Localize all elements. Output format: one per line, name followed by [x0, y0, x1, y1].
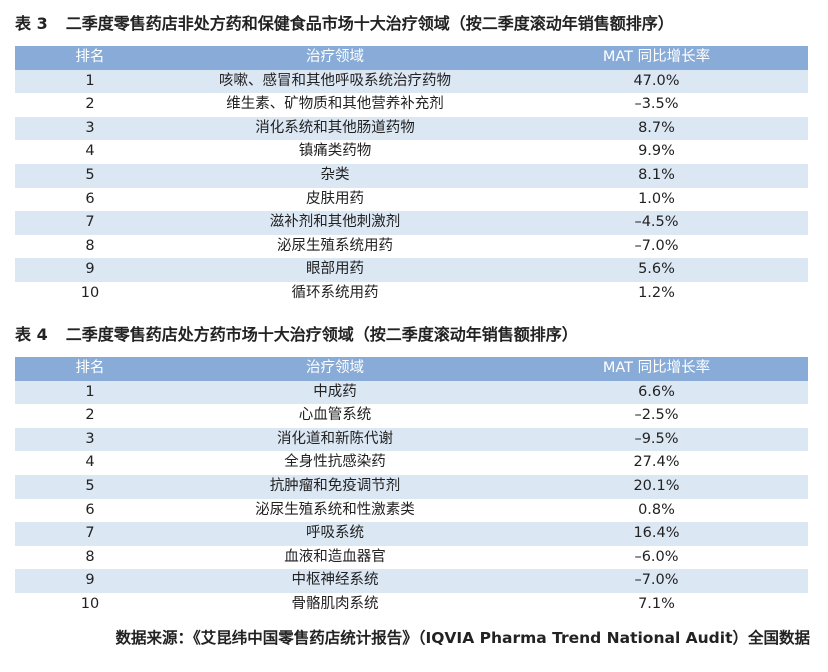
- table-cell: 16.4%: [633, 525, 680, 542]
- table-cell: –4.5%: [634, 214, 679, 231]
- table-cell: 2: [85, 96, 95, 113]
- table-cell: 6: [85, 501, 95, 518]
- table-row: 5 杂类 8.1%: [15, 164, 808, 188]
- table-cell: 20.1%: [633, 478, 680, 494]
- table-title: 表 3 二季度零售药店非处方药和保健食品市场十大治疗领域（按二季度滚动年销售额排序…: [15, 10, 674, 34]
- table-row: 6 泌尿生殖系统和性激素类 0.8%: [15, 499, 808, 523]
- table-row: 10 循环系统用药 1.2%: [15, 282, 808, 306]
- table-cell: 10: [80, 596, 100, 612]
- header-row: 排名 治疗领域 MAT 同比增长率: [15, 46, 808, 70]
- table-cell: 中枢神经系统: [291, 572, 379, 589]
- table-cell: 咳嗽、感冒和其他呼吸系统治疗药物: [219, 72, 451, 89]
- table-cell: 杂类: [320, 167, 350, 183]
- table-row: 4 全身性抗感染药 27.4%: [15, 451, 808, 475]
- table-cell: 皮肤用药: [306, 190, 364, 207]
- table-cell: 6: [85, 190, 95, 207]
- table-cell: 7: [85, 214, 95, 231]
- table-row: 10 骨骼肌肉系统 7.1%: [15, 593, 808, 617]
- table-row: 4 镇痛类药物 9.9%: [15, 140, 808, 164]
- table-cell: 消化道和新陈代谢: [277, 430, 393, 447]
- table-cell: –7.0%: [634, 572, 679, 589]
- table-cell: 6.6%: [638, 383, 675, 400]
- table-row: 8 泌尿生殖系统用药 –7.0%: [15, 235, 808, 259]
- table-cell: 7.1%: [638, 596, 675, 612]
- table-cell: 全身性抗感染药: [284, 454, 386, 471]
- table-row: 1 咳嗽、感冒和其他呼吸系统治疗药物 47.0%: [15, 69, 808, 94]
- table-cell: 1: [85, 72, 95, 89]
- table-number: 表 4: [15, 325, 48, 344]
- table-row: 6 皮肤用药 1.0%: [15, 188, 808, 212]
- table-cell: 消化系统和其他肠道药物: [255, 119, 415, 136]
- table-cell: 47.0%: [633, 72, 680, 89]
- table-cell: 3: [85, 430, 95, 447]
- header-cell: 治疗领域: [306, 360, 364, 376]
- table-row: 7 滋补剂和其他刺激剂 –4.5%: [15, 211, 808, 235]
- table-title-text: 二季度零售药店处方药市场十大治疗领域（按二季度滚动年销售额排序）: [65, 325, 578, 344]
- source-note: 数据来源：《艾昆纬中国零售药店统计报告》（IQVIA Pharma Trend …: [115, 629, 810, 647]
- table-cell: 9.9%: [638, 143, 675, 160]
- table-row: 3 消化系统和其他肠道药物 8.7%: [15, 116, 808, 141]
- table-cell: 4: [85, 143, 95, 160]
- table-cell: 8: [85, 237, 95, 254]
- table-cell: 维生素、矿物质和其他营养补充剂: [226, 96, 444, 113]
- table-row: 9 中枢神经系统 –7.0%: [15, 569, 808, 593]
- table-row: 7 呼吸系统 16.4%: [15, 522, 808, 546]
- table-cell: 滋补剂和其他刺激剂: [269, 214, 401, 231]
- header-cell: MAT 同比增长率: [602, 49, 711, 65]
- header-row: 排名 治疗领域 MAT 同比增长率: [15, 357, 808, 381]
- table-cell: 抗肿瘤和免疫调节剂: [269, 478, 401, 494]
- table-cell: 眼部用药: [306, 261, 364, 278]
- table-cell: 泌尿生殖系统用药: [277, 237, 393, 254]
- table-cell: 4: [85, 454, 95, 471]
- table-cell: 10: [80, 285, 100, 301]
- table-cell: 27.4%: [633, 454, 680, 471]
- table-cell: 0.8%: [638, 501, 675, 518]
- table-cell: –2.5%: [634, 407, 679, 424]
- table-cell: –6.0%: [634, 548, 679, 565]
- table-cell: 泌尿生殖系统和性激素类: [255, 501, 415, 518]
- table-cell: 血液和造血器官: [284, 548, 386, 565]
- table-row: 9 眼部用药 5.6%: [15, 258, 808, 282]
- header-cell: 排名: [75, 360, 105, 376]
- table-cell: 8.7%: [638, 119, 675, 136]
- table-cell: 9: [85, 572, 95, 589]
- table-cell: 1.2%: [638, 285, 675, 301]
- table-cell: 7: [85, 525, 95, 542]
- table-cell: 9: [85, 261, 95, 278]
- table-row: 5 抗肿瘤和免疫调节剂 20.1%: [15, 475, 808, 499]
- table-cell: 5: [85, 478, 95, 494]
- header-cell: 治疗领域: [306, 49, 364, 65]
- table-cell: 8.1%: [638, 167, 675, 183]
- table-number: 表 3: [15, 14, 48, 33]
- table-cell: 中成药: [313, 383, 357, 400]
- table-row: 2 维生素、矿物质和其他营养补充剂 –3.5%: [15, 93, 808, 117]
- table-cell: –3.5%: [634, 96, 679, 113]
- table-row: 8 血液和造血器官 –6.0%: [15, 546, 808, 570]
- table-cell: 8: [85, 548, 95, 565]
- table-cell: 3: [85, 119, 95, 136]
- table-cell: 2: [85, 407, 95, 424]
- header-cell: 排名: [75, 49, 105, 65]
- table-cell: 呼吸系统: [306, 525, 364, 542]
- table-cell: –9.5%: [634, 430, 679, 447]
- table-row: 3 消化道和新陈代谢 –9.5%: [15, 427, 808, 452]
- table-row: 2 心血管系统 –2.5%: [15, 404, 808, 428]
- table-cell: 1: [85, 383, 95, 400]
- table-cell: 5.6%: [638, 261, 675, 278]
- table-title-text: 二季度零售药店非处方药和保健食品市场十大治疗领域（按二季度滚动年销售额排序）: [65, 14, 674, 33]
- table-cell: –7.0%: [634, 237, 679, 254]
- table-cell: 镇痛类药物: [298, 143, 372, 160]
- table-cell: 5: [85, 167, 95, 183]
- table-cell: 循环系统用药: [291, 285, 379, 301]
- table-cell: 1.0%: [638, 190, 675, 207]
- table-cell: 心血管系统: [298, 407, 372, 424]
- header-cell: MAT 同比增长率: [602, 360, 711, 376]
- table-cell: 骨骼肌肉系统: [291, 596, 379, 612]
- table-row: 1 中成药 6.6%: [15, 380, 808, 405]
- table-title: 表 4 二季度零售药店处方药市场十大治疗领域（按二季度滚动年销售额排序）: [15, 321, 578, 345]
